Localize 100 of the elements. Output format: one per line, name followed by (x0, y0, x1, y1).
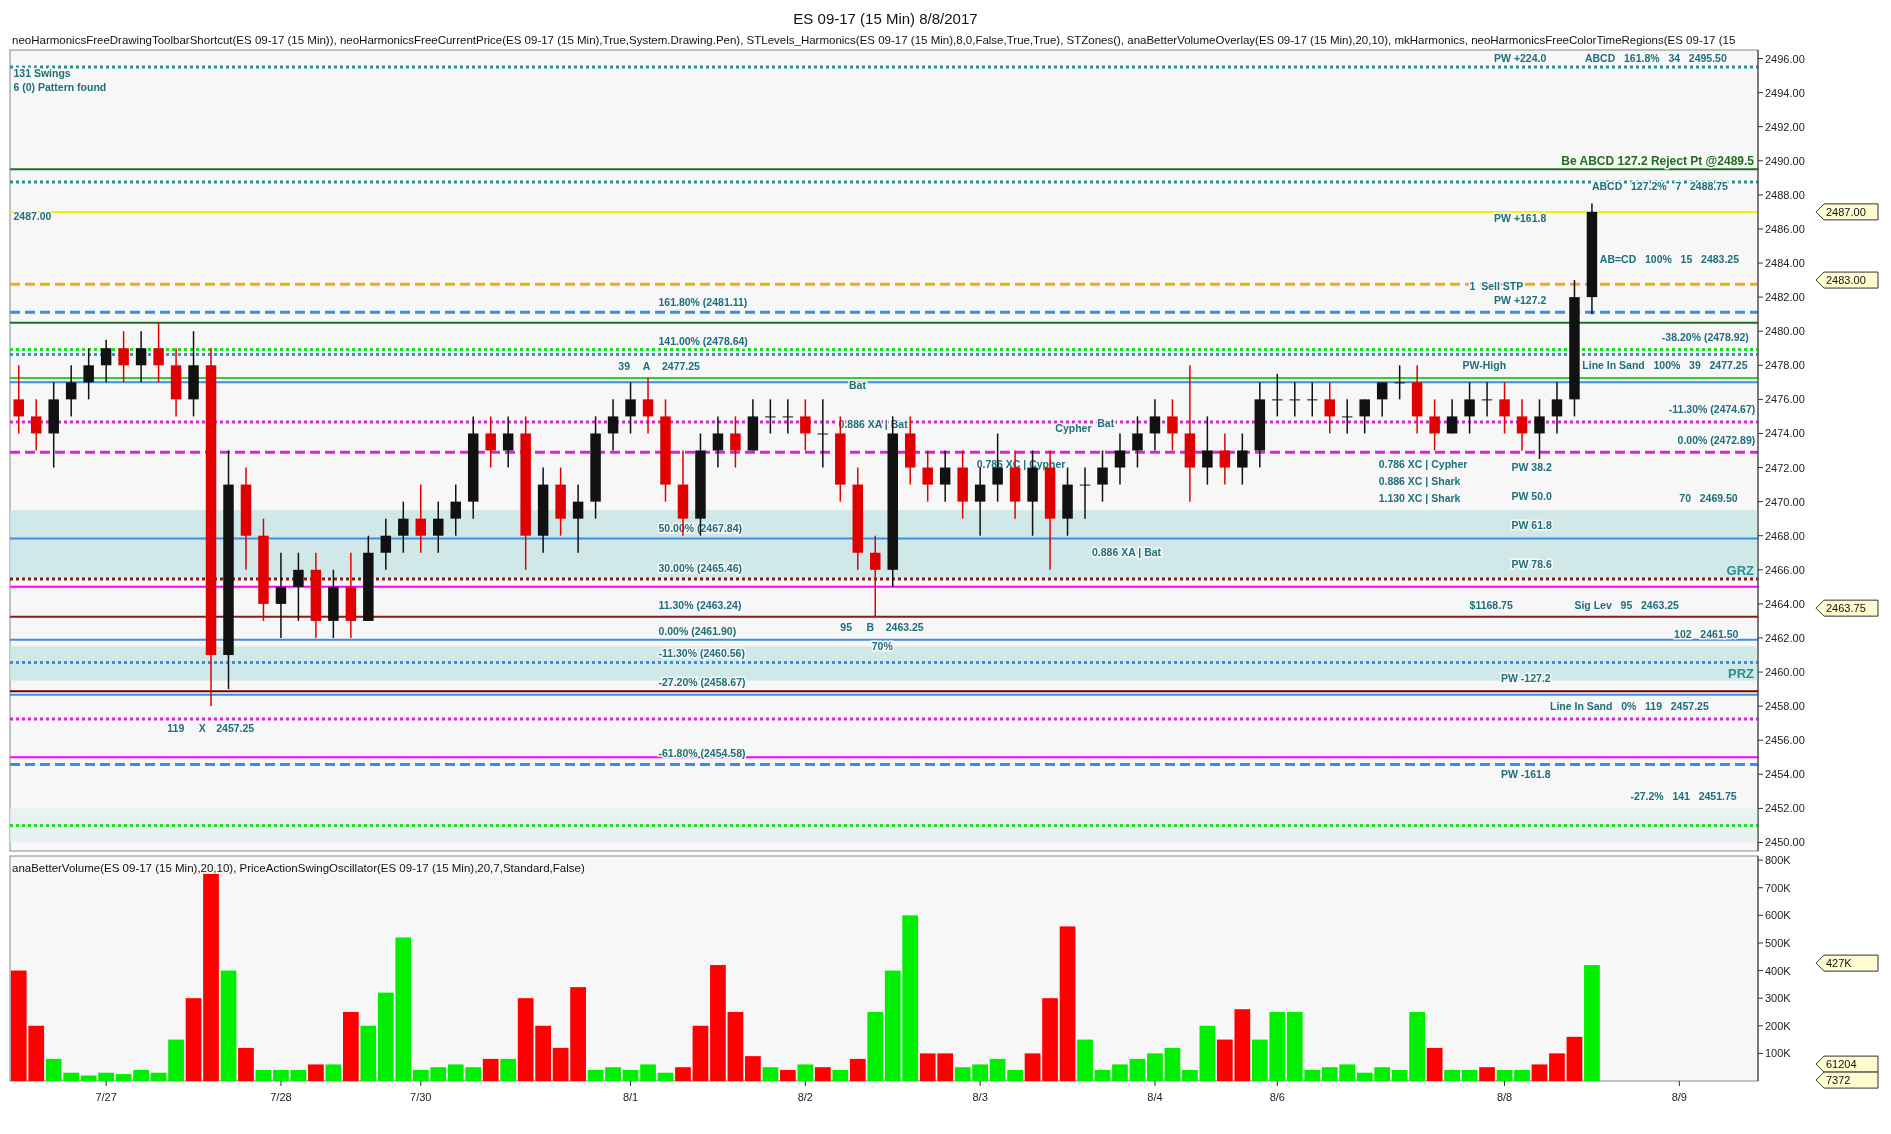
candlestick (153, 321, 164, 384)
band-label: GRZ (1726, 563, 1755, 579)
candlestick (13, 364, 24, 435)
annotation: 39 (618, 360, 631, 373)
x-tick-label: 7/27 (95, 1091, 117, 1103)
candlestick (275, 552, 287, 639)
annotation: Bat (1097, 416, 1115, 429)
bar (1077, 1039, 1093, 1081)
candlestick (1202, 415, 1213, 486)
annotation: 1.130 XC | Shark (1378, 491, 1461, 504)
annotation: 30.00% (2465.46) (658, 561, 742, 574)
annotation: 119 (167, 721, 185, 734)
candlestick (30, 398, 42, 452)
bar (657, 1072, 674, 1081)
y-tick-label: 2474.00 (1765, 427, 1805, 440)
y-tick-label: 800K (1765, 854, 1792, 867)
annotation: PW +224.0 (1494, 51, 1547, 64)
y-tick-label: 500K (1765, 936, 1792, 949)
annotation: -27.20% (2458.67) (658, 675, 746, 688)
bar (622, 1069, 639, 1081)
candlestick (607, 398, 619, 452)
candlestick (800, 398, 811, 452)
candlestick (100, 338, 112, 384)
y-tick-label: 100K (1765, 1047, 1792, 1060)
bar (308, 1064, 324, 1081)
annotation: PW 78.6 (1511, 558, 1552, 571)
annotation: Line In Sand 100% 39 2477.25 (1582, 358, 1748, 371)
candlestick (712, 415, 724, 469)
y-tick-label: 2486.00 (1765, 222, 1805, 235)
bar (115, 1074, 132, 1081)
annotation: 95 (840, 621, 853, 634)
bar (867, 1011, 884, 1081)
annotation: Cypher (1055, 421, 1092, 434)
x-tick-label: 8/6 (1269, 1091, 1285, 1103)
candlestick (1114, 432, 1126, 486)
y-tick-label: 2450.00 (1765, 836, 1805, 849)
y-tick-label: 2484.00 (1765, 257, 1805, 270)
annotation: AB=CD 100% 15 2483.25 (1599, 253, 1740, 266)
annotation: -38.20% (2478.92) (1661, 331, 1749, 344)
candlestick (1534, 398, 1545, 460)
bar (1496, 1069, 1513, 1081)
bar (605, 1067, 621, 1081)
annotation: Line In Sand 0% 119 2457.25 (1549, 699, 1709, 712)
x-tick-label: 8/1 (622, 1091, 639, 1103)
bar (1426, 1047, 1443, 1081)
bar (1444, 1069, 1460, 1081)
bar (360, 1025, 377, 1081)
bar (342, 1011, 359, 1081)
bar (255, 1069, 272, 1081)
y-tick-label: 2488.00 (1765, 188, 1805, 201)
chart-title: ES 09-17 (15 Min) 8/8/2017 (793, 10, 978, 27)
bar (238, 1047, 254, 1081)
annotation: ABCD 161.8% 34 2495.50 (1584, 51, 1727, 64)
annotation: PW -161.8 (1501, 767, 1551, 780)
candlestick (1097, 449, 1108, 503)
candlestick (485, 415, 496, 469)
candlestick (939, 449, 951, 503)
candlestick (83, 347, 94, 401)
candlestick (1149, 398, 1161, 452)
bar (273, 1069, 289, 1081)
bar (203, 873, 219, 1081)
bar (500, 1058, 517, 1081)
bar (1094, 1069, 1111, 1081)
bar (779, 1069, 796, 1081)
annotation: 6 (0) Pattern found (13, 80, 107, 93)
y-tick-label: 2470.00 (1765, 495, 1805, 508)
bar (150, 1072, 167, 1081)
annotation: Sig Lev 95 2463.25 (1574, 599, 1680, 611)
annotation: 11.30% (2463.24) (658, 599, 742, 611)
candlestick (433, 500, 444, 554)
candlestick (118, 330, 129, 384)
annotation: 70% (871, 639, 894, 652)
chart-subtitle: neoHarmonicsFreeDrawingToolbarShortcut(ES 09-17 (15 Min)), neoHarmonicsFreeCurrentPrice(ES 09-17 (15 Min),True,System.Drawing.Pen), STLevels_Harmonics(ES 09-17 (15 Min),8,0,False,True,True), STZones(), anaBetterVolumeOverlay(ES 09-17 (15 Min),20,10), mkHarmonics, neoHarmonicsFreeColorTimeRegions(ES 09-17 (15 (12, 34, 1736, 46)
annotation: X (198, 721, 206, 734)
candlestick (1551, 381, 1563, 435)
y-tick-label: 2480.00 (1765, 325, 1805, 338)
y-tick-label: 2466.00 (1765, 563, 1805, 576)
text: 427K (1826, 957, 1853, 970)
candlestick (450, 483, 461, 537)
annotation: 141.00% (2478.64) (658, 334, 748, 347)
bar (1461, 1069, 1478, 1081)
band-label: PRZ (1728, 665, 1755, 681)
annotation: PW 38.2 (1511, 460, 1552, 473)
annotation: Bat (849, 379, 867, 392)
y-tick-label: 2490.00 (1765, 154, 1805, 167)
bar (710, 965, 726, 1081)
bar (814, 1067, 831, 1081)
candlestick (1272, 373, 1283, 418)
candlestick (1359, 398, 1370, 435)
candlestick (1167, 398, 1178, 452)
annotation: PW +161.8 (1494, 212, 1547, 225)
candlestick (1464, 381, 1475, 435)
candlestick (974, 466, 986, 537)
bar (1164, 1047, 1181, 1081)
candlestick (817, 398, 829, 469)
x-tick-label: 7/28 (270, 1091, 292, 1103)
bar (745, 1056, 761, 1081)
x-tick-label: 8/4 (1147, 1091, 1163, 1103)
annotation: 0.00% (2461.90) (658, 624, 737, 637)
bar (133, 1069, 149, 1081)
